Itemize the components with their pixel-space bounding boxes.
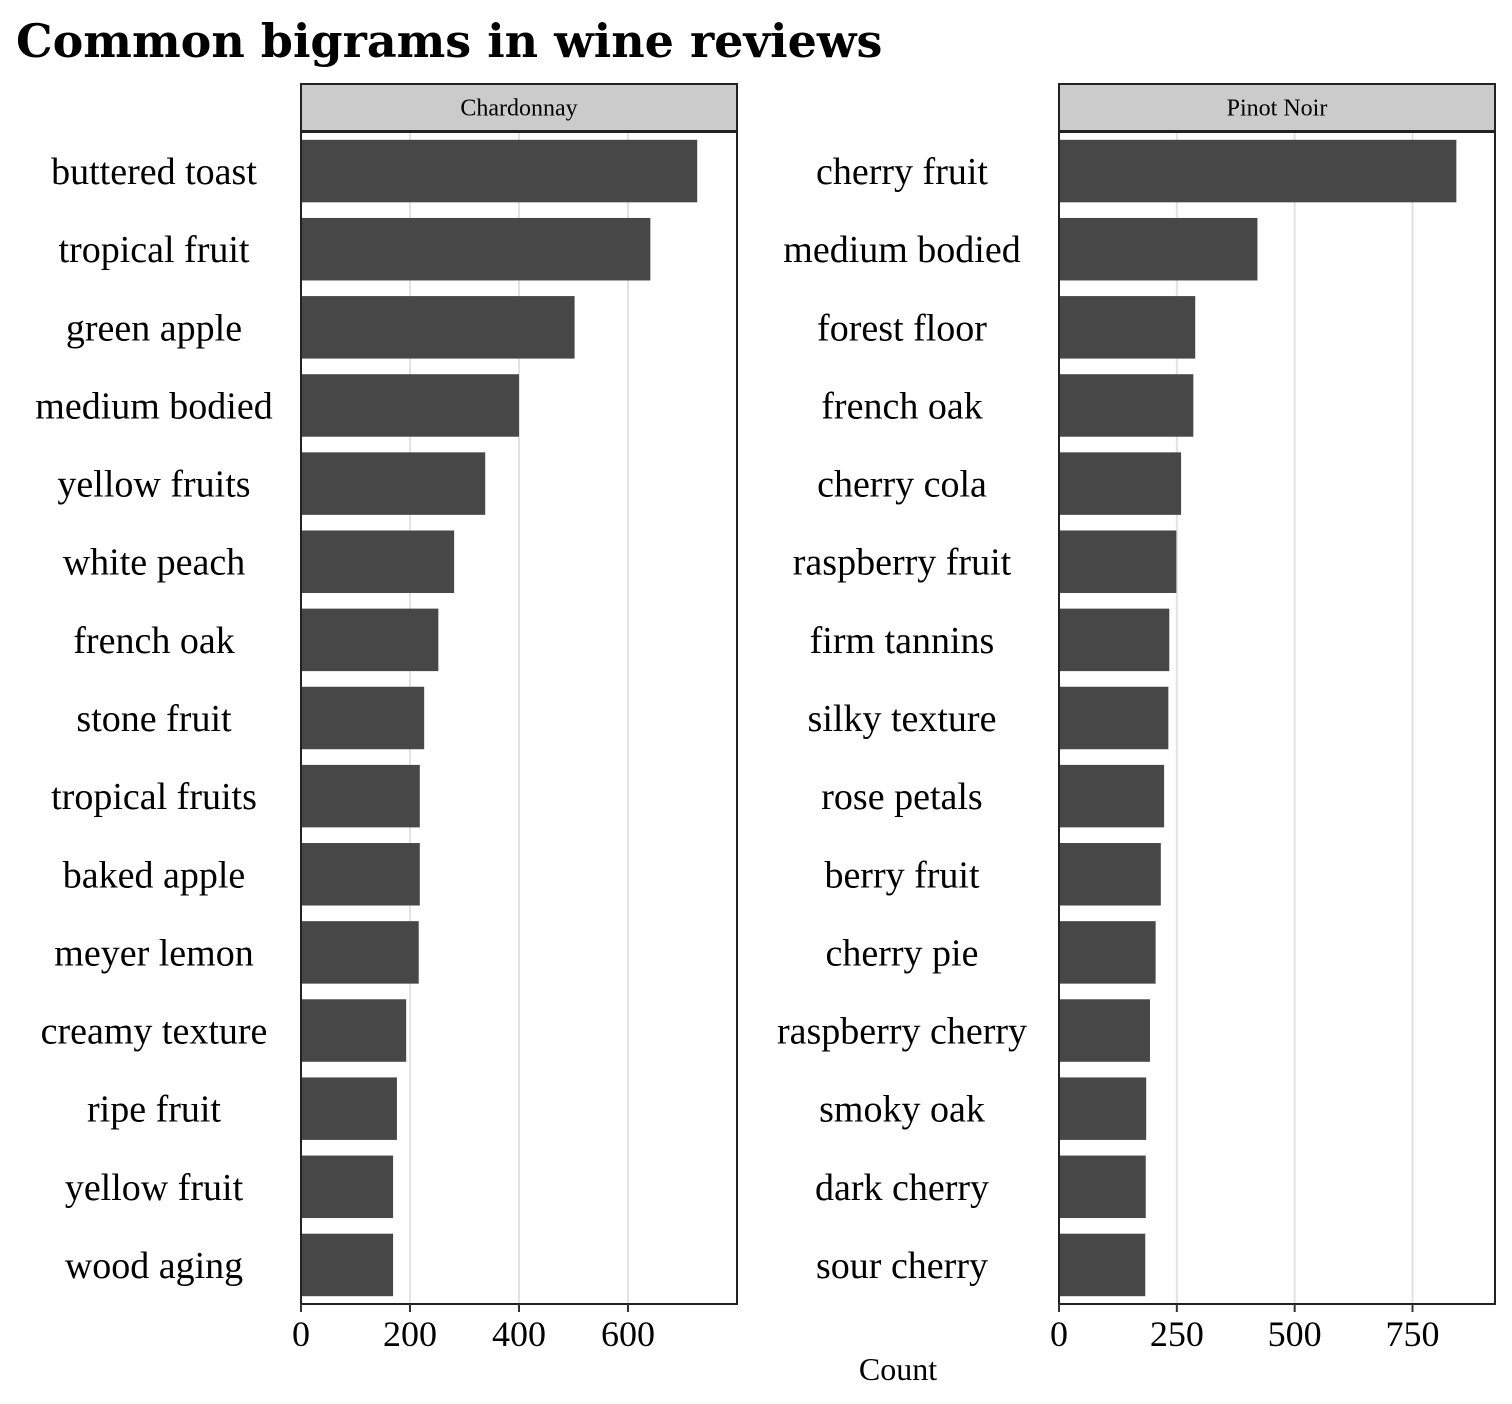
category-label-pinot-noir-6: raspberry fruit <box>793 542 1012 584</box>
category-label-pinot-noir-12: raspberry cherry <box>777 1011 1027 1053</box>
category-label-pinot-noir-2: medium bodied <box>783 229 1020 271</box>
facet-strip-chardonnay <box>300 83 738 132</box>
bar-pinot-noir-1 <box>1059 139 1457 203</box>
bar-chardonnay-3 <box>301 296 575 359</box>
bar-chardonnay-2 <box>301 217 651 281</box>
x-tick-label-chardonnay-400: 400 <box>492 1314 546 1354</box>
category-label-pinot-noir-8: silky texture <box>808 698 997 740</box>
bar-pinot-noir-10 <box>1059 843 1161 906</box>
category-label-chardonnay-1: buttered toast <box>51 151 257 193</box>
bar-pinot-noir-11 <box>1059 921 1156 984</box>
bar-chardonnay-15 <box>301 1233 394 1297</box>
bar-chardonnay-5 <box>301 452 486 515</box>
bar-chardonnay-7 <box>301 608 439 672</box>
category-label-pinot-noir-1: cherry fruit <box>816 151 988 193</box>
category-label-pinot-noir-9: rose petals <box>821 776 982 818</box>
x-tick-label-pinot-noir-250: 250 <box>1150 1314 1204 1354</box>
bar-chardonnay-9 <box>301 764 420 828</box>
category-label-chardonnay-9: tropical fruits <box>51 776 257 818</box>
category-label-pinot-noir-5: cherry cola <box>817 464 987 506</box>
bar-pinot-noir-2 <box>1059 217 1258 281</box>
panel-border-pinot-noir <box>1058 131 1496 1305</box>
bar-chardonnay-8 <box>301 686 425 750</box>
category-label-pinot-noir-11: cherry pie <box>826 932 979 974</box>
bar-pinot-noir-3 <box>1059 296 1196 359</box>
bar-pinot-noir-12 <box>1059 999 1150 1062</box>
category-label-chardonnay-13: ripe fruit <box>87 1089 221 1131</box>
x-tick-label-pinot-noir-0: 0 <box>1050 1314 1068 1354</box>
bar-chardonnay-1 <box>301 139 698 203</box>
bar-pinot-noir-7 <box>1059 608 1170 672</box>
x-tick-label-chardonnay-0: 0 <box>292 1314 310 1354</box>
category-label-pinot-noir-10: berry fruit <box>824 854 980 896</box>
bar-chardonnay-10 <box>301 843 420 906</box>
bar-pinot-noir-8 <box>1059 686 1169 750</box>
category-label-pinot-noir-14: dark cherry <box>815 1167 989 1209</box>
bar-pinot-noir-4 <box>1059 374 1194 437</box>
bar-pinot-noir-13 <box>1059 1077 1147 1140</box>
category-label-pinot-noir-4: french oak <box>821 385 982 427</box>
category-label-pinot-noir-7: firm tannins <box>810 620 995 662</box>
category-label-chardonnay-8: stone fruit <box>76 698 232 740</box>
bar-chardonnay-6 <box>301 530 455 593</box>
category-label-chardonnay-12: creamy texture <box>41 1011 268 1053</box>
chart-title: Common bigrams in wine reviews <box>16 14 883 68</box>
bar-chardonnay-11 <box>301 921 419 984</box>
bar-chardonnay-14 <box>301 1155 394 1219</box>
facet-label-pinot-noir: Pinot Noir <box>1227 96 1328 122</box>
category-label-chardonnay-6: white peach <box>63 542 246 584</box>
category-label-chardonnay-15: wood aging <box>65 1245 243 1287</box>
category-label-chardonnay-7: french oak <box>73 620 234 662</box>
bar-pinot-noir-5 <box>1059 452 1182 515</box>
x-tick-label-chardonnay-600: 600 <box>601 1314 655 1354</box>
facet-label-chardonnay: Chardonnay <box>460 96 577 122</box>
category-label-chardonnay-3: green apple <box>66 307 242 349</box>
category-label-chardonnay-2: tropical fruit <box>59 229 250 271</box>
x-tick-label-chardonnay-200: 200 <box>383 1314 437 1354</box>
category-label-pinot-noir-15: sour cherry <box>816 1245 988 1287</box>
bar-chardonnay-4 <box>301 374 519 437</box>
category-label-chardonnay-4: medium bodied <box>35 385 272 427</box>
bar-chardonnay-12 <box>301 999 407 1062</box>
category-label-chardonnay-5: yellow fruits <box>57 464 250 506</box>
bar-pinot-noir-9 <box>1059 764 1165 828</box>
category-label-pinot-noir-13: smoky oak <box>819 1089 985 1131</box>
x-axis-title: Count <box>859 1351 937 1387</box>
category-label-chardonnay-10: baked apple <box>63 854 246 896</box>
facet-strip-pinot-noir <box>1058 83 1496 132</box>
category-label-pinot-noir-3: forest floor <box>817 307 987 349</box>
category-label-chardonnay-14: yellow fruit <box>65 1167 244 1209</box>
bar-pinot-noir-6 <box>1059 530 1177 593</box>
bar-pinot-noir-14 <box>1059 1155 1146 1219</box>
x-tick-label-pinot-noir-750: 750 <box>1386 1314 1440 1354</box>
x-tick-label-pinot-noir-500: 500 <box>1268 1314 1322 1354</box>
category-label-chardonnay-11: meyer lemon <box>54 932 253 974</box>
bar-chardonnay-13 <box>301 1077 397 1140</box>
bar-pinot-noir-15 <box>1059 1233 1146 1297</box>
